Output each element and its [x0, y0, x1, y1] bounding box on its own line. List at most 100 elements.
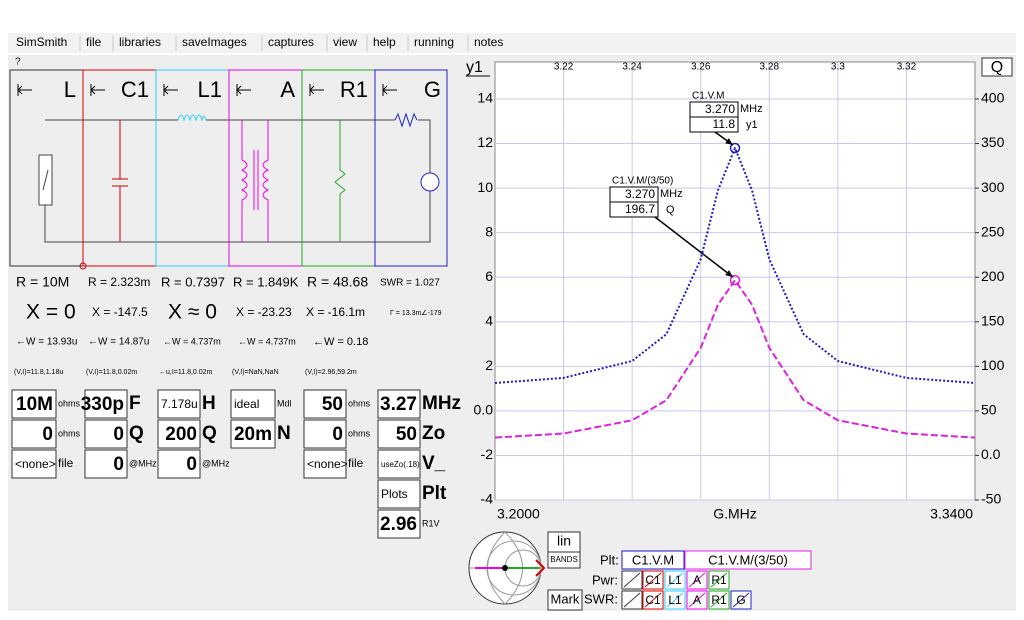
- param-field[interactable]: [11, 419, 57, 449]
- param-field[interactable]: [11, 389, 57, 419]
- annotation-y-unit: y1: [746, 119, 758, 131]
- chip-slash: [623, 572, 641, 588]
- series-line: [494, 147, 976, 384]
- param-field[interactable]: [303, 389, 347, 419]
- y-axis-label[interactable]: y1: [466, 59, 483, 76]
- element-label[interactable]: A: [280, 77, 295, 102]
- remove-arrow: [17, 84, 32, 96]
- y-tick-label: -2: [481, 446, 494, 462]
- param-field[interactable]: [230, 419, 276, 449]
- readout: ←W = 4.737m: [163, 336, 221, 346]
- annotation-x-unit: MHz: [660, 188, 683, 200]
- y2-axis-box: [981, 57, 1013, 77]
- element-label[interactable]: G: [424, 77, 441, 102]
- annotation-y: 11.8: [713, 117, 736, 131]
- y2-tick-label: 100: [981, 357, 1005, 373]
- schematic: [38, 112, 440, 270]
- menu-item[interactable]: saveImages: [182, 35, 247, 49]
- mark-button[interactable]: [547, 589, 583, 611]
- y-tick-label: 2: [485, 357, 493, 373]
- menu-item[interactable]: notes: [474, 35, 503, 49]
- param-field[interactable]: [84, 389, 128, 419]
- param-field[interactable]: [377, 449, 421, 479]
- param-value: 0: [332, 424, 343, 445]
- menu-item[interactable]: help: [373, 35, 396, 49]
- param-field[interactable]: [303, 419, 347, 449]
- y2-tick-label: -50: [981, 491, 1001, 507]
- param-field[interactable]: [377, 509, 421, 539]
- param-field[interactable]: [11, 449, 57, 479]
- menu-item[interactable]: file: [86, 35, 102, 49]
- annotation-x-unit: MHz: [740, 103, 763, 115]
- readout: X ≈ 0: [168, 301, 217, 324]
- readout: ←W = 13.93u: [16, 337, 77, 348]
- param-unit: R1V: [422, 518, 440, 528]
- y2-tick-label: 150: [981, 312, 1005, 328]
- menu-item[interactable]: running: [414, 35, 454, 49]
- element-label[interactable]: L: [64, 77, 76, 102]
- param-field[interactable]: [157, 419, 201, 449]
- param-field[interactable]: [84, 449, 128, 479]
- readout: R = 10M: [16, 274, 69, 290]
- param-unit: file: [348, 456, 364, 470]
- param-value: <none>: [307, 457, 348, 471]
- x-tick-label: 3.26: [691, 62, 711, 73]
- smith-chart-button[interactable]: [468, 531, 546, 605]
- param-field[interactable]: [377, 389, 421, 419]
- element-box[interactable]: [374, 69, 448, 267]
- toggle-chip-label: L1: [668, 593, 682, 607]
- readout: X = -23.23: [236, 305, 292, 319]
- annotation-x: 3.270: [625, 187, 655, 201]
- annotation-arrowhead: [725, 138, 733, 145]
- remove-arrow: [90, 84, 105, 96]
- param-value: 3.27: [380, 394, 417, 415]
- chip-slash: [644, 592, 662, 608]
- param-value: useZo(.18): [381, 460, 420, 469]
- chip-slash: [688, 572, 706, 588]
- x-tick-label: 3.32: [897, 62, 917, 73]
- param-field[interactable]: [377, 419, 421, 449]
- toggle-chip-label: L1: [668, 573, 682, 587]
- y2-tick-label: 50: [981, 402, 997, 418]
- readout: SWR = 1.027: [380, 278, 440, 289]
- annotation-box: [609, 201, 659, 218]
- menu-item[interactable]: captures: [268, 35, 314, 49]
- y2-tick-label: 350: [981, 134, 1005, 150]
- help-mark[interactable]: ?: [15, 57, 21, 68]
- menu-item[interactable]: libraries: [119, 35, 161, 49]
- toggle-chip-label: R1: [711, 593, 727, 607]
- menu-item[interactable]: SimSmith: [16, 35, 67, 49]
- param-field[interactable]: [157, 389, 201, 419]
- y2-tick-label: 250: [981, 223, 1005, 239]
- annotation-title: C1.V.M/(3/50): [612, 176, 673, 187]
- menu-item[interactable]: view: [333, 35, 357, 49]
- param-field[interactable]: [84, 419, 128, 449]
- y2-axis-label[interactable]: Q: [991, 59, 1003, 76]
- param-field[interactable]: [377, 479, 421, 509]
- toggle-chip-label: C1: [645, 573, 661, 587]
- param-field[interactable]: [157, 449, 201, 479]
- legend-chip[interactable]: [684, 550, 812, 570]
- swr-label: SWR:: [584, 591, 618, 606]
- bands-button[interactable]: [547, 551, 581, 569]
- element-label[interactable]: L1: [198, 77, 222, 102]
- legend-chip[interactable]: [621, 550, 685, 570]
- readout: ←W = 14.87u: [88, 337, 149, 348]
- readout: ←W = 0.18: [313, 336, 368, 348]
- chip-slash: [644, 572, 662, 588]
- y-tick-label: 14: [477, 90, 493, 106]
- annotation-arrow: [654, 216, 734, 278]
- y2-tick-label: 400: [981, 90, 1005, 106]
- element-label[interactable]: R1: [340, 77, 368, 102]
- param-value: 2.96: [380, 514, 417, 535]
- y2-tick-label: 300: [981, 179, 1005, 195]
- annotation-y-unit: Q: [666, 204, 675, 216]
- element-label[interactable]: C1: [121, 77, 149, 102]
- readout: (V,I)=2.96,59.2m: [305, 369, 357, 376]
- chip-slash: [732, 592, 750, 608]
- chip-slash: [666, 592, 684, 608]
- param-value: 50: [396, 424, 417, 445]
- param-field[interactable]: [303, 449, 347, 479]
- pwr-label: Pwr:: [592, 572, 618, 587]
- param-field[interactable]: [230, 389, 276, 419]
